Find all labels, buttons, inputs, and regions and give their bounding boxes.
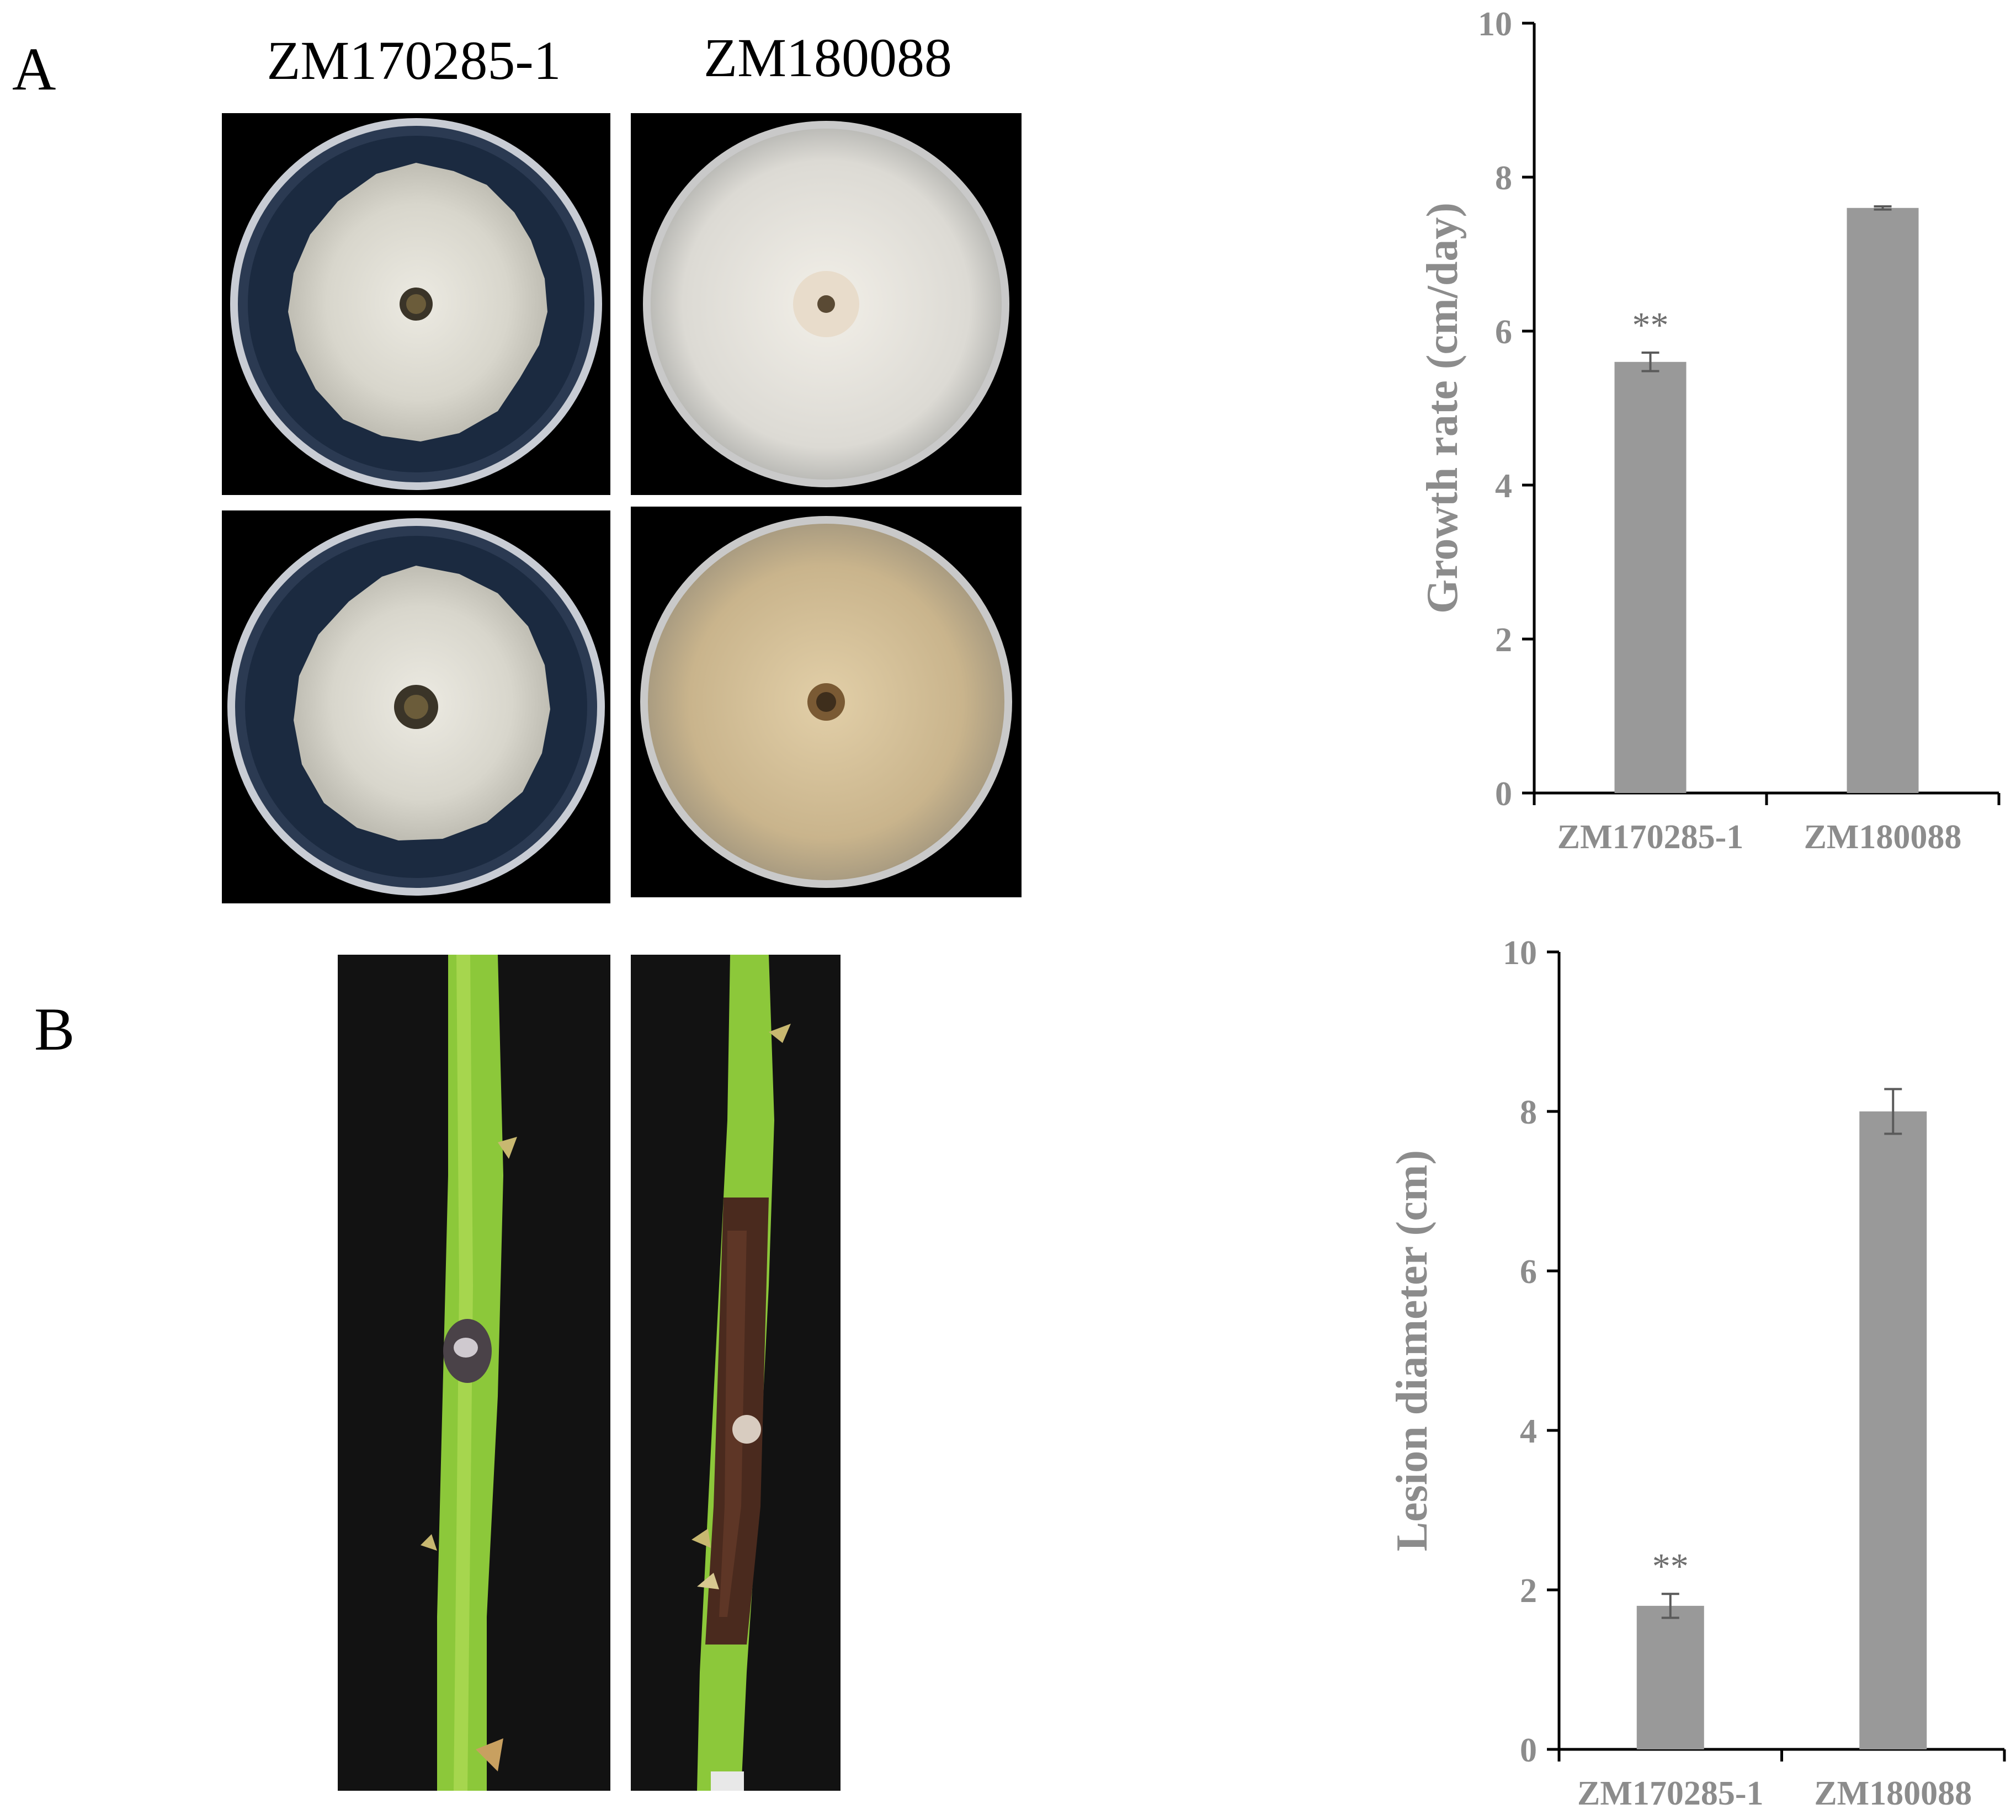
petri-dish-photo-zm170285-back [222,510,610,903]
chart-b-bar-0 [1636,1605,1704,1749]
chart-b-x-tick-label-1: ZM180088 [1814,1775,1972,1812]
chart-b-bars: ** ZM170285-1 ZM180088 [1577,1088,1972,1812]
chart-b-y-tick-label: 10 [1503,934,1537,972]
chart-a-axes: 0 2 4 6 8 10 [1478,6,2001,813]
chart-b-y-tick-label: 4 [1520,1413,1537,1450]
chart-a-bar-0 [1614,361,1687,793]
chart-b-y-tick-label: 8 [1520,1094,1537,1131]
chart-b-error-bar-0 [1661,1593,1679,1619]
stem-photo-zm170285 [338,955,610,1791]
chart-b-y-axis-label: Lesion diameter (cm) [1388,1150,1437,1551]
chart-a-x-tick-label-1: ZM180088 [1804,818,1962,856]
chart-b-x-tick-label-0: ZM170285-1 [1577,1775,1764,1812]
petri-dish-photo-zm180088-back [631,507,1022,897]
chart-b-significance-label-0: ** [1652,1546,1689,1587]
chart-a-y-tick-label: 0 [1495,775,1512,813]
chart-a-y-tick-label: 6 [1495,313,1512,351]
chart-a-bar-1 [1847,207,1919,793]
petri-dish-photo-zm180088-front [631,113,1022,495]
lesion-diameter-bar-chart: 0 2 4 6 8 10 ** ZM170285-1 ZM180088 Lesion diam… [1388,934,2006,1812]
chart-a-y-tick-label: 8 [1495,159,1512,197]
chart-a-x-tick-label-0: ZM170285-1 [1557,818,1744,856]
panel-letter-b: B [34,996,75,1063]
chart-b-y-tick-label: 6 [1520,1253,1537,1291]
chart-a-bars: ** ZM170285-1 ZM180088 [1557,205,1962,856]
chart-a-y-axis-label: Growth rate (cm/day) [1418,203,1467,614]
chart-b-error-bar-1 [1884,1088,1902,1135]
chart-a-y-tick-label: 10 [1478,6,1512,43]
chart-a-error-bar-0 [1641,352,1659,372]
chart-b-axes: 0 2 4 6 8 10 [1503,934,2006,1769]
column-label-zm180088: ZM180088 [704,27,952,88]
chart-b-y-tick-label: 0 [1520,1732,1537,1769]
stem-photo-zm180088 [631,955,841,1791]
chart-b-bar-1 [1859,1111,1927,1749]
chart-a-y-tick-label: 2 [1495,621,1512,659]
chart-a-y-tick-label: 4 [1495,467,1512,505]
chart-a-error-bar-1 [1874,205,1892,211]
growth-rate-bar-chart: 0 2 4 6 8 10 ** ZM170285-1 ZM180088 Growth rate… [1418,6,2001,856]
chart-b-y-tick-label: 2 [1520,1572,1537,1610]
panel-letter-a: A [12,35,56,103]
chart-a-significance-label-0: ** [1632,305,1669,345]
petri-dish-photo-zm170285-front [222,113,610,495]
column-label-zm170285: ZM170285-1 [267,30,561,91]
